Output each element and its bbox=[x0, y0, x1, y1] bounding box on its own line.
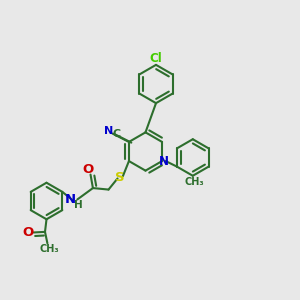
Text: C: C bbox=[112, 129, 121, 139]
Text: S: S bbox=[115, 171, 124, 184]
Text: O: O bbox=[82, 163, 93, 176]
Text: H: H bbox=[74, 200, 82, 210]
Text: CH₃: CH₃ bbox=[184, 177, 204, 188]
Text: CH₃: CH₃ bbox=[40, 244, 60, 254]
Text: N: N bbox=[103, 126, 113, 136]
Text: N: N bbox=[159, 154, 169, 168]
Text: N: N bbox=[65, 193, 76, 206]
Text: Cl: Cl bbox=[150, 52, 162, 65]
Text: O: O bbox=[22, 226, 34, 239]
